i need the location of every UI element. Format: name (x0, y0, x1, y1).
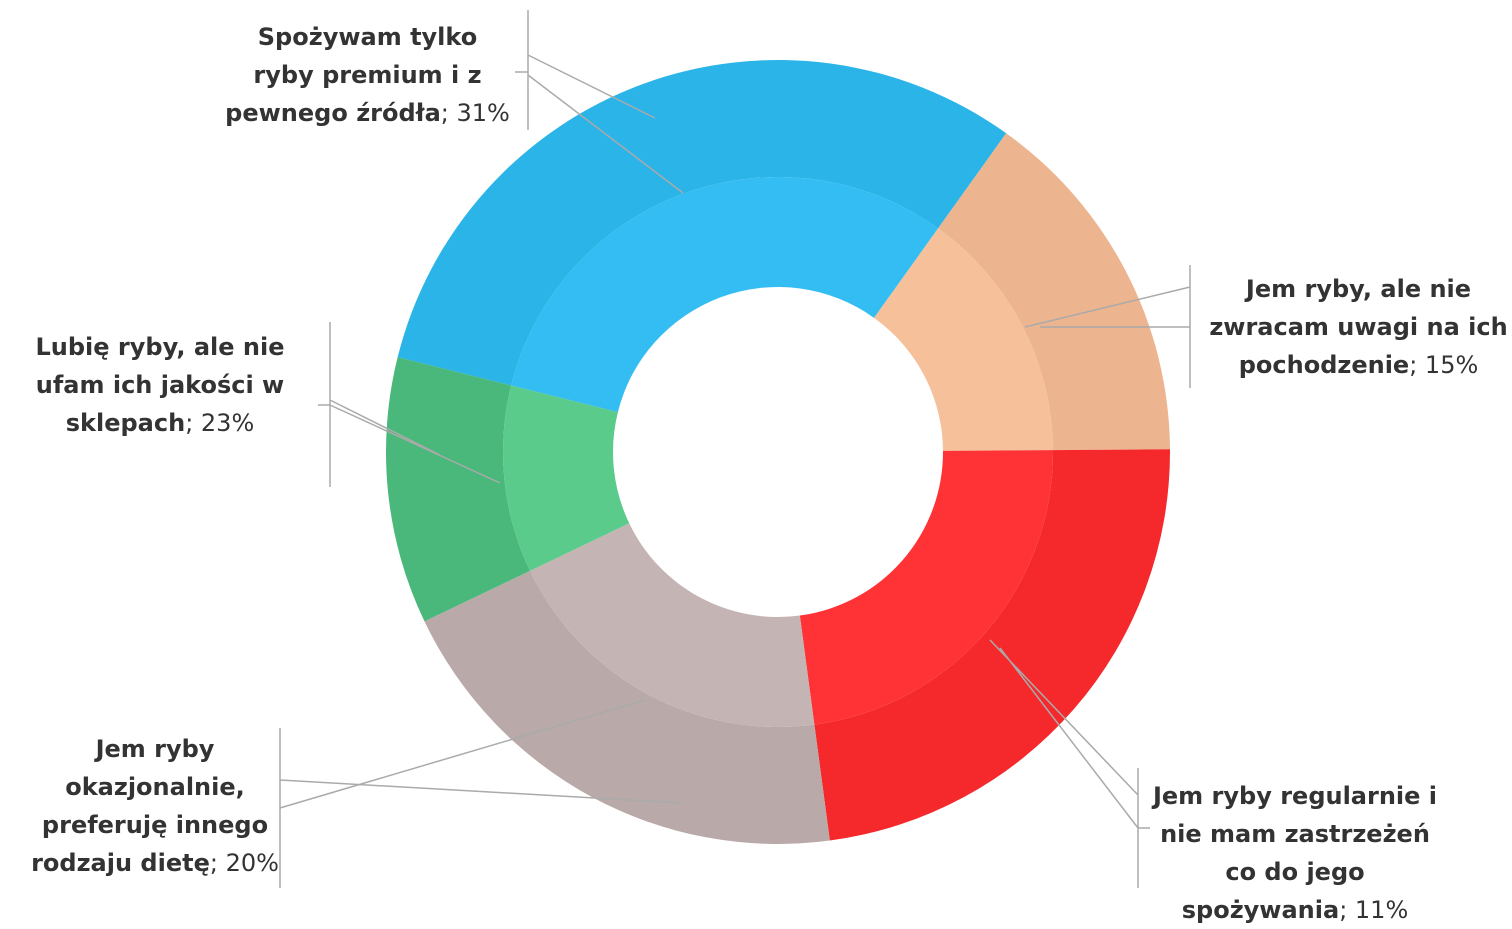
outer-segment (424, 570, 830, 845)
segment-label: Spożywam tylko ryby premium i z pewnego … (225, 18, 510, 132)
inner-segment (874, 228, 1053, 451)
leader-lines (279, 10, 1191, 888)
segment-label: Jem ryby, ale nie zwracam uwagi na ich p… (1205, 270, 1512, 384)
label-name: Spożywam tylko ryby premium i z pewnego … (225, 23, 481, 127)
inner-segment (799, 450, 1053, 725)
segment-label: Jem ryby okazjonalnie, preferuję innego … (20, 730, 290, 882)
outer-segment (938, 133, 1170, 451)
segment-label: Lubię ryby, ale nie ufam ich jakości w s… (5, 328, 315, 442)
label-value: 31% (456, 99, 510, 127)
label-value: 20% (225, 849, 279, 877)
label-value: 15% (1424, 351, 1479, 379)
segment-label: Jem ryby regularnie i nie mam zastrzeżeń… (1150, 777, 1440, 929)
label-value: 23% (200, 409, 255, 437)
inner-segment (503, 385, 630, 571)
donut (279, 10, 1191, 888)
inner-segment (511, 176, 939, 413)
chart: Spożywam tylko ryby premium i z pewnego … (5, 10, 1512, 924)
outer-segment (386, 357, 530, 622)
inner-segment (529, 523, 815, 728)
outer-segment (397, 60, 1007, 386)
label-value: 11% (1354, 896, 1409, 924)
label-name: Lubię ryby, ale nie ufam ich jakości w s… (36, 333, 285, 437)
outer-segment (814, 449, 1170, 841)
